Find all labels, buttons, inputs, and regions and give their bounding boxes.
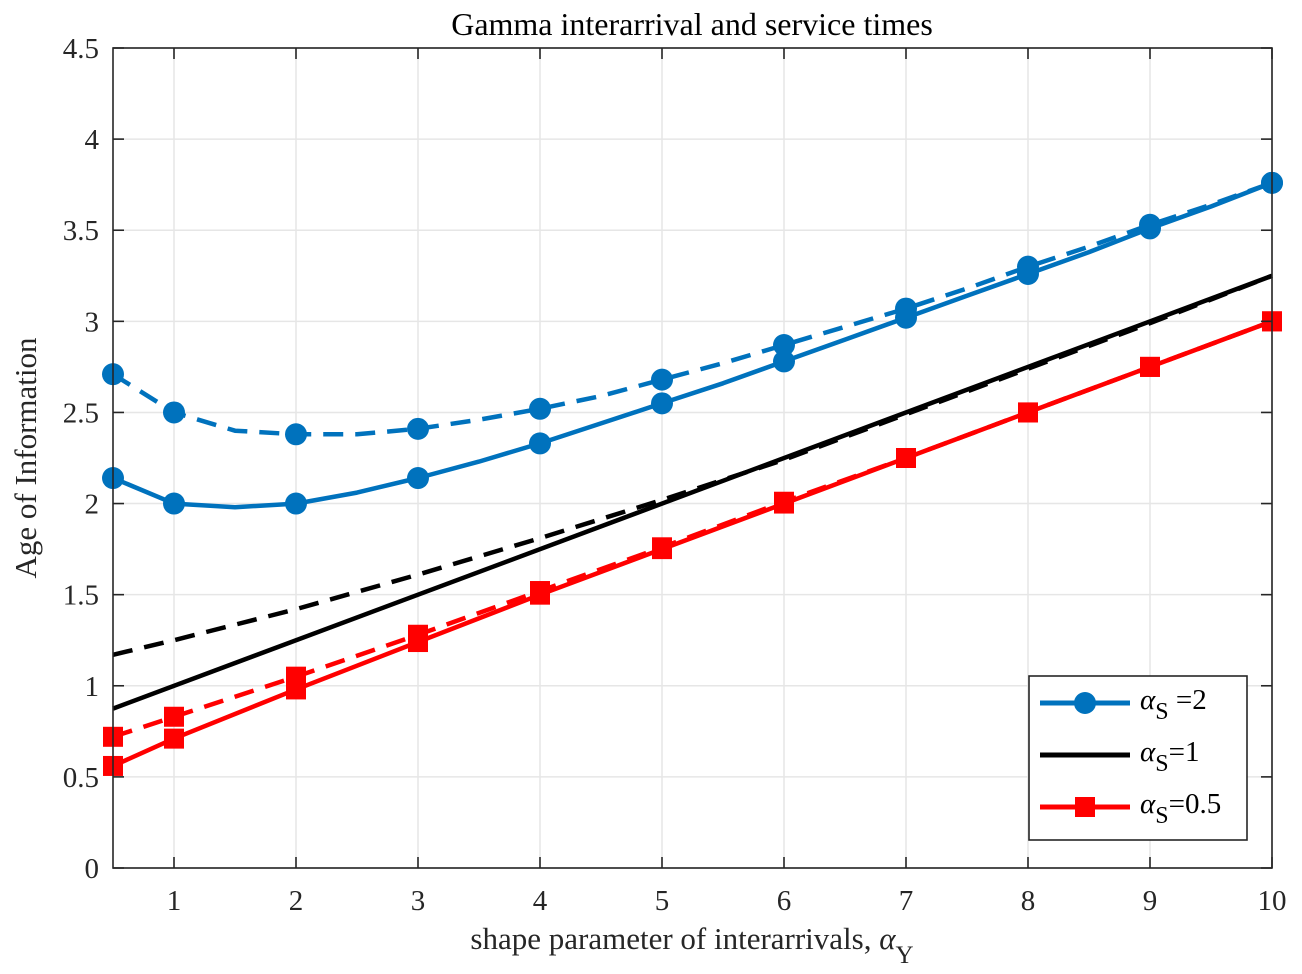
data-point-circle (773, 334, 795, 357)
y-tick-label: 4 (85, 124, 100, 156)
data-point-circle (1017, 255, 1039, 278)
data-point-square (652, 537, 672, 558)
x-tick-label: 10 (1258, 885, 1287, 917)
data-point-circle (285, 423, 307, 446)
y-tick-label: 0 (85, 853, 100, 885)
data-point-circle (285, 492, 307, 515)
x-tick-label: 1 (167, 885, 182, 917)
legend-item: αS=0.5 (1040, 788, 1221, 829)
legend-label-suffix: =0.5 (1169, 788, 1222, 820)
y-tick-label: 1 (85, 671, 100, 703)
x-tick-label: 5 (655, 885, 670, 917)
y-tick-label: 3 (85, 306, 100, 338)
data-point-circle (529, 397, 551, 420)
y-tick-label: 1.5 (63, 580, 99, 612)
legend-label-symbol: α (1140, 736, 1156, 768)
legend-label: αS=1 (1140, 736, 1199, 777)
data-point-square (774, 491, 794, 512)
x-tick-label: 2 (289, 885, 304, 917)
data-point-square (286, 666, 306, 687)
y-tick-label: 2.5 (63, 397, 99, 429)
x-tick-label: 9 (1143, 885, 1158, 917)
x-axis-label: shape parameter of interarrivals, αY (470, 921, 913, 969)
legend-label: αS=0.5 (1140, 788, 1221, 829)
data-point-circle (407, 417, 429, 440)
x-tick-label: 8 (1021, 885, 1036, 917)
legend-item: αS=1 (1040, 736, 1199, 777)
data-point-circle (529, 432, 551, 455)
x-axis-label-subscript: Y (896, 942, 914, 969)
legend-label-suffix: =1 (1169, 736, 1200, 768)
x-axis-label-symbol: α (879, 921, 896, 956)
legend-label-subscript: S (1155, 699, 1168, 725)
x-tick-label: 6 (777, 885, 792, 917)
y-tick-label: 3.5 (63, 215, 99, 247)
legend-label-subscript: S (1155, 751, 1168, 777)
x-tick-label: 4 (533, 885, 548, 917)
series-3 (112, 273, 1273, 657)
data-point-circle (895, 297, 917, 320)
series-2 (112, 273, 1273, 711)
legend-label: αS =2 (1140, 684, 1207, 725)
legend: αS =2αS=1αS=0.5 (1028, 675, 1248, 841)
y-axis-label: Age of Information (8, 337, 43, 579)
data-point-circle (407, 467, 429, 490)
legend-swatch-marker (1075, 797, 1095, 817)
series-5 (103, 311, 1282, 747)
legend-label-symbol: α (1140, 788, 1156, 820)
legend-label-subscript: S (1155, 803, 1168, 829)
data-point-circle (651, 392, 673, 415)
data-point-square (896, 448, 916, 468)
data-point-square (164, 728, 184, 749)
data-point-circle (773, 350, 795, 373)
x-tick-label: 3 (411, 885, 426, 917)
series-group (102, 171, 1283, 776)
legend-swatch-marker (1074, 692, 1096, 714)
x-axis-label-text: shape parameter of interarrivals, (470, 921, 879, 956)
y-tick-label: 0.5 (63, 762, 99, 794)
data-point-circle (163, 401, 185, 424)
chart-title: Gamma interarrival and service times (451, 6, 933, 42)
x-tick-label: 7 (899, 885, 914, 917)
legend-item: αS =2 (1040, 684, 1207, 725)
data-point-square (164, 706, 184, 727)
data-point-square (530, 581, 550, 602)
legend-label-suffix: =2 (1169, 684, 1207, 716)
data-point-square (408, 624, 428, 645)
y-tick-label: 2 (85, 489, 100, 521)
data-point-circle (651, 368, 673, 391)
data-point-square (1140, 356, 1160, 377)
data-point-circle (163, 492, 185, 515)
data-point-square (1018, 402, 1038, 423)
y-tick-label: 4.5 (63, 33, 99, 65)
legend-label-symbol: α (1140, 684, 1156, 716)
series-1 (102, 171, 1283, 446)
plot-frame (112, 47, 1273, 869)
tick-labels: 1 2 3 4 5 6 7 8 9 10 0 0.5 1 1.5 2 2.5 3 3.5 4 4.5 (63, 33, 1287, 917)
series-line (112, 273, 1273, 711)
series-line (112, 273, 1273, 657)
data-point-circle (1139, 213, 1161, 236)
